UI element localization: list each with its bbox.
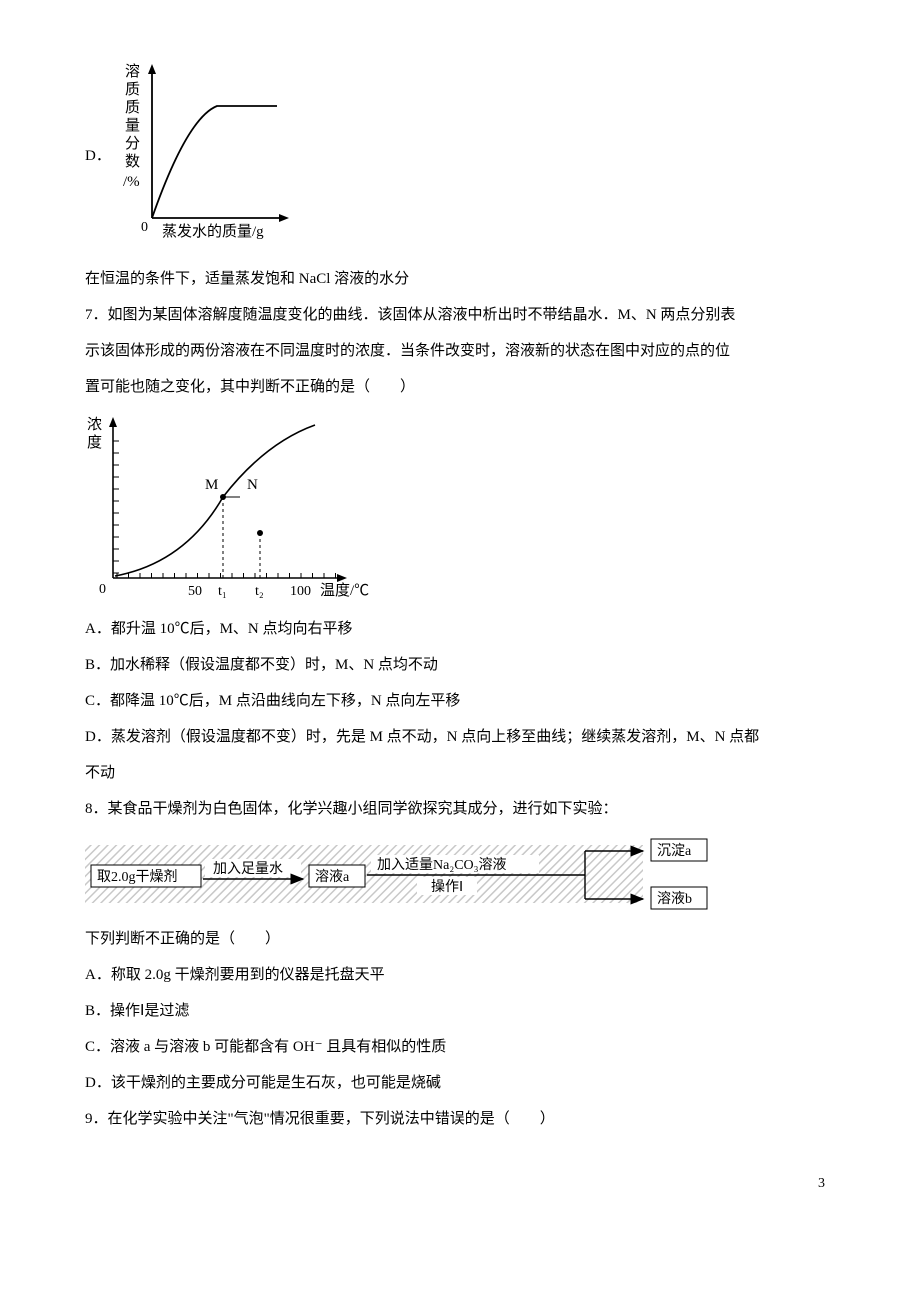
svg-text:数: 数 — [125, 153, 140, 170]
q8-flowchart: 取2.0g干燥剂 加入足量水 溶液a 加入适量Na₂CO₃溶液 操作Ⅰ 沉淀a … — [85, 833, 835, 915]
q7-option-a: A．都升温 10℃后，M、N 点均向右平移 — [85, 611, 835, 647]
option-d-caption: 在恒温的条件下，适量蒸发饱和 NaCl 溶液的水分 — [85, 261, 835, 297]
q7-option-b: B．加水稀释（假设温度都不变）时，M、N 点均不动 — [85, 647, 835, 683]
svg-text:操作Ⅰ: 操作Ⅰ — [431, 879, 463, 895]
q8-stem: 8．某食品干燥剂为白色固体，化学兴趣小组同学欲探究其成分，进行如下实验： — [85, 791, 835, 827]
q7-option-d2: 不动 — [85, 755, 835, 791]
svg-text:溶: 溶 — [125, 63, 140, 80]
q7-chart: 浓 度 M N 0 50 t₁ t₂ 100 温度/℃ — [85, 413, 835, 603]
svg-text:质: 质 — [125, 99, 140, 116]
option-d-chart: 溶 质 质 量 分 数 /% 0 蒸发水的质量/g — [117, 58, 297, 253]
svg-text:M: M — [205, 477, 218, 493]
svg-text:量: 量 — [125, 118, 140, 134]
q7-stem-a: 7．如图为某固体溶解度随温度变化的曲线．该固体从溶液中析出时不带结晶水．M、N … — [85, 297, 835, 333]
svg-text:沉淀a: 沉淀a — [657, 843, 692, 859]
q8-tail: 下列判断不正确的是（ ） — [85, 921, 835, 957]
q8-option-d: D．该干燥剂的主要成分可能是生石灰，也可能是烧碱 — [85, 1065, 835, 1101]
q7-option-c: C．都降温 10℃后，M 点沿曲线向左下移，N 点向左平移 — [85, 683, 835, 719]
svg-text:0: 0 — [99, 582, 106, 597]
svg-text:温度/℃: 温度/℃ — [320, 582, 369, 599]
svg-text:t₂: t₂ — [255, 584, 264, 599]
svg-text:质: 质 — [125, 81, 140, 98]
svg-text:加入适量Na₂CO₃溶液: 加入适量Na₂CO₃溶液 — [377, 857, 507, 873]
svg-text:/%: /% — [123, 174, 140, 190]
q8-option-c: C．溶液 a 与溶液 b 可能都含有 OH⁻ 且具有相似的性质 — [85, 1029, 835, 1065]
svg-text:浓: 浓 — [87, 416, 102, 433]
svg-text:50: 50 — [188, 584, 202, 599]
svg-text:溶液b: 溶液b — [657, 891, 692, 907]
q9-stem: 9．在化学实验中关注"气泡"情况很重要，下列说法中错误的是（ ） — [85, 1101, 835, 1137]
svg-text:t₁: t₁ — [218, 584, 227, 599]
svg-text:蒸发水的质量/g: 蒸发水的质量/g — [162, 223, 264, 240]
svg-text:分: 分 — [125, 135, 140, 152]
q7-option-d: D．蒸发溶剂（假设温度都不变）时，先是 M 点不动，N 点向上移至曲线；继续蒸发… — [85, 719, 835, 755]
svg-text:溶液a: 溶液a — [315, 869, 350, 885]
q7-stem-b: 示该固体形成的两份溶液在不同温度时的浓度．当条件改变时，溶液新的状态在图中对应的… — [85, 333, 835, 369]
q8-option-a: A．称取 2.0g 干燥剂要用到的仪器是托盘天平 — [85, 957, 835, 993]
svg-text:N: N — [247, 477, 258, 493]
svg-text:100: 100 — [290, 584, 311, 599]
svg-text:取2.0g干燥剂: 取2.0g干燥剂 — [97, 869, 178, 885]
q7-stem-c: 置可能也随之变化，其中判断不正确的是（ ） — [85, 369, 835, 405]
option-d-figure: D． 溶 质 质 量 分 数 /% 0 蒸发水的质量/g — [85, 58, 835, 253]
option-d-label: D． — [85, 138, 111, 174]
q8-option-b: B．操作Ⅰ是过滤 — [85, 993, 835, 1029]
svg-text:0: 0 — [141, 220, 148, 235]
svg-text:加入足量水: 加入足量水 — [213, 861, 283, 877]
page-number: 3 — [85, 1167, 835, 1201]
svg-text:度: 度 — [87, 434, 102, 451]
